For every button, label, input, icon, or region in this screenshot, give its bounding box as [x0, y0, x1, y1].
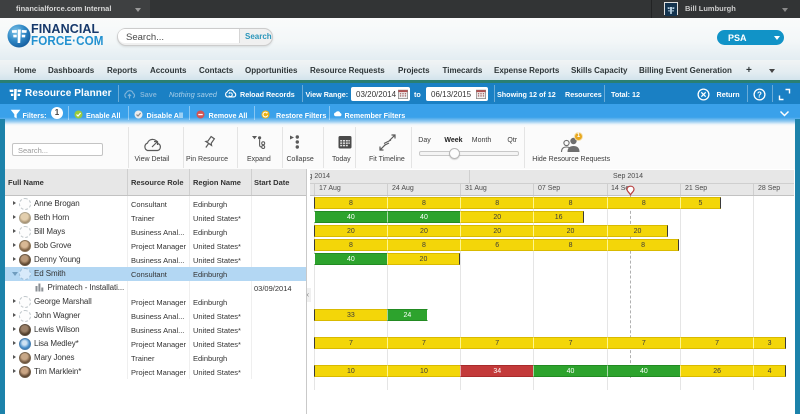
svg-text:?: ?: [757, 90, 762, 99]
